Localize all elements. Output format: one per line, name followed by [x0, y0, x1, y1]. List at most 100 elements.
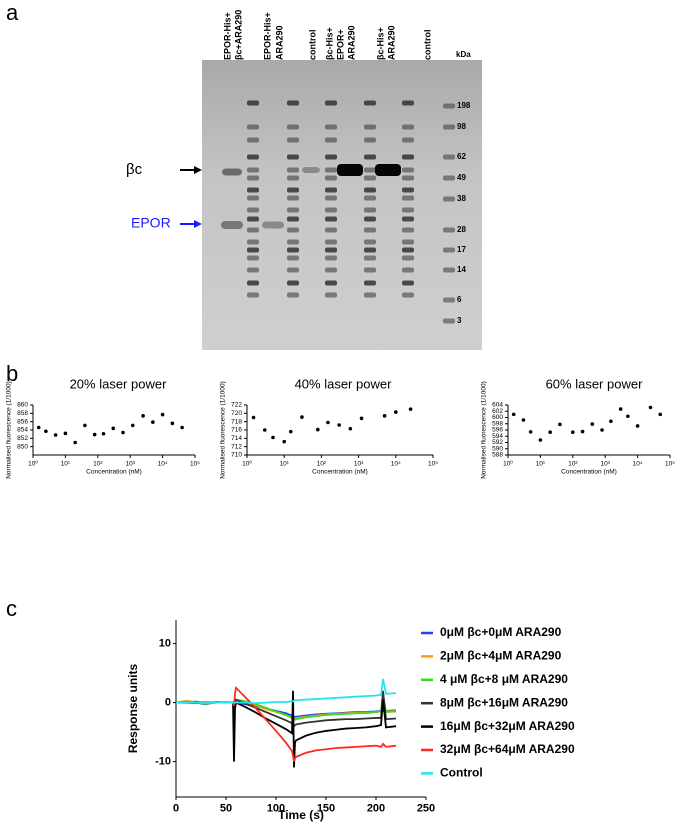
- lane-label: ARA290: [386, 25, 396, 60]
- kda-label: 6: [457, 295, 462, 304]
- x-tick-label: 10¹: [279, 460, 289, 467]
- ladder-band: [325, 239, 337, 245]
- lane-label: control: [307, 30, 317, 61]
- y-tick-label: 592: [492, 439, 503, 446]
- marker-band: [443, 154, 455, 160]
- ladder-band: [287, 216, 299, 222]
- kda-label: 49: [457, 173, 466, 182]
- x-tick-label: 10⁴: [633, 460, 643, 467]
- ladder-band: [287, 124, 299, 130]
- x-axis-label: Concentration (nM): [86, 469, 142, 476]
- x-tick-label: 150: [317, 803, 335, 815]
- y-tick-label: 856: [17, 418, 28, 425]
- point: [73, 440, 77, 445]
- x-axis-label: Time (s): [278, 808, 324, 822]
- ladder-band: [247, 255, 259, 261]
- ladder-band: [402, 175, 414, 181]
- point: [53, 433, 58, 437]
- sample-band: [222, 168, 242, 176]
- marker-band: [443, 196, 455, 202]
- point: [251, 415, 256, 420]
- point: [271, 435, 275, 440]
- point: [130, 423, 135, 428]
- y-axis-label: Normalised fluorescence (1/1000): [481, 381, 488, 479]
- ladder-band: [287, 247, 299, 253]
- ladder-band: [364, 292, 376, 298]
- sample-band: [302, 167, 320, 173]
- ladder-band: [325, 167, 337, 173]
- y-tick-label: 590: [492, 445, 503, 452]
- marker-band: [443, 175, 455, 181]
- kda-label: 198: [457, 101, 471, 110]
- ladder-band: [287, 175, 299, 181]
- point: [658, 412, 663, 417]
- lane-label: βc-His+: [375, 27, 385, 60]
- ladder-band: [364, 137, 376, 143]
- ladder-band: [247, 167, 259, 173]
- kda-label: 3: [457, 316, 462, 325]
- y-tick-label: 604: [492, 402, 503, 409]
- y-axis-label: Response units: [126, 664, 140, 754]
- ladder-band: [364, 154, 376, 160]
- point: [262, 428, 267, 432]
- legend-label: 16μM βc+32μM ARA290: [440, 719, 575, 733]
- chart-title: 20% laser power: [70, 376, 167, 391]
- x-tick-label: 0: [173, 803, 179, 815]
- panel-label: c: [6, 596, 17, 621]
- ladder-band: [247, 137, 259, 143]
- kda-label: 28: [457, 225, 466, 234]
- y-tick-label: 718: [231, 418, 242, 425]
- x-tick-label: 10³: [600, 460, 610, 467]
- x-axis-label: Concentration (nM): [561, 469, 617, 476]
- y-axis-label: Normalised fluorescence (1/1000): [220, 381, 227, 479]
- band-label: EPOR: [131, 215, 171, 231]
- ladder-band: [325, 154, 337, 160]
- legend-label: 0μM βc+0μM ARA290: [440, 625, 562, 639]
- lane-label: ARA290: [346, 25, 356, 60]
- ladder-band: [364, 195, 376, 201]
- x-tick-label: 10⁴: [158, 460, 168, 467]
- ladder-band: [247, 195, 259, 201]
- chart-title: 60% laser power: [546, 376, 643, 391]
- ladder-band: [325, 207, 337, 213]
- panel-label: b: [6, 361, 18, 386]
- marker-band: [443, 103, 455, 109]
- ladder-band: [287, 207, 299, 213]
- ladder-band: [402, 195, 414, 201]
- ladder-band: [287, 137, 299, 143]
- arrow-head: [194, 220, 202, 228]
- ladder-band: [247, 100, 259, 106]
- ladder-band: [364, 255, 376, 261]
- ladder-band: [287, 267, 299, 273]
- ladder-band: [247, 216, 259, 222]
- point: [83, 423, 87, 428]
- ladder-band: [402, 239, 414, 245]
- y-tick-label: 710: [231, 452, 242, 459]
- kda-label: 17: [457, 245, 466, 254]
- ladder-band: [402, 124, 414, 130]
- point: [635, 424, 640, 428]
- y-tick-label: 596: [492, 427, 503, 434]
- ladder-band: [287, 187, 299, 193]
- ladder-band: [364, 167, 376, 173]
- point: [151, 420, 155, 424]
- marker-band: [443, 124, 455, 130]
- ladder-band: [325, 267, 337, 273]
- ladder-band: [287, 280, 299, 286]
- series-line: [176, 693, 397, 722]
- y-tick-label: 714: [231, 435, 242, 442]
- point: [558, 422, 562, 427]
- x-tick-label: 10³: [125, 460, 135, 467]
- point: [326, 420, 330, 425]
- point: [111, 426, 116, 431]
- point: [300, 415, 304, 419]
- ladder-band: [364, 175, 376, 181]
- ladder-band: [325, 216, 337, 222]
- point: [180, 425, 184, 430]
- ladder-band: [364, 187, 376, 193]
- marker-band: [443, 227, 455, 233]
- ladder-band: [325, 175, 337, 181]
- point: [618, 407, 623, 411]
- y-tick-label: 594: [492, 433, 503, 440]
- x-tick-label: 10⁰: [242, 459, 252, 467]
